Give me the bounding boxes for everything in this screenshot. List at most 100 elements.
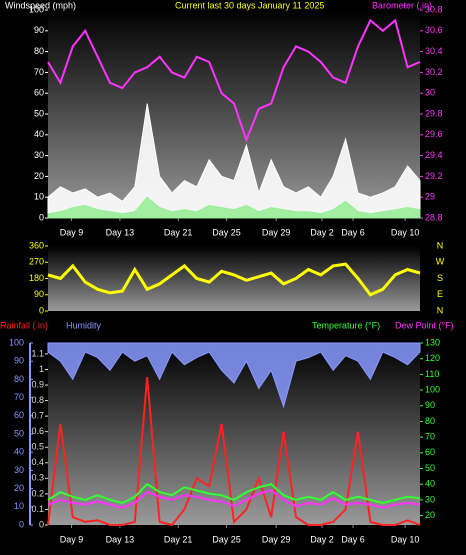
series-name: Rainfall (.in) — [0, 320, 48, 330]
x-tick-label: Day 25 — [212, 534, 241, 544]
y-tick-label: 20 — [14, 483, 24, 493]
y-tick-label: W — [436, 257, 445, 267]
y-tick-label: 40 — [425, 479, 435, 489]
y-tick-label: 80 — [34, 46, 44, 56]
series-name: Windspeed (mph) — [5, 0, 76, 10]
plot-area — [48, 246, 420, 311]
y-tick-label: 40 — [14, 447, 24, 457]
y-tick-label: 30.6 — [425, 25, 443, 35]
x-tick-label: Day 13 — [106, 534, 135, 544]
y-tick-label: 130 — [425, 337, 440, 347]
y-tick-label: 80 — [425, 416, 435, 426]
y-tick-label: 0.7 — [31, 410, 44, 420]
series-name: Temperature (°F) — [312, 320, 380, 330]
y-tick-label: 0.5 — [31, 442, 44, 452]
y-tick-label: 0.3 — [31, 473, 44, 483]
y-tick-label: 30 — [425, 88, 435, 98]
y-tick-label: 110 — [425, 369, 439, 379]
y-tick-label: 100 — [9, 337, 24, 347]
x-tick-label: Day 21 — [164, 534, 193, 544]
y-tick-label: 90 — [34, 25, 44, 35]
y-tick-label: 29.2 — [425, 171, 443, 181]
series-line — [47, 262, 421, 297]
y-tick-label: 90 — [425, 400, 435, 410]
y-tick-label: 0.2 — [31, 488, 44, 498]
y-tick-label: 30 — [425, 494, 435, 504]
y-tick-label: 90 — [34, 289, 44, 299]
y-tick-label: 360 — [29, 240, 44, 250]
y-tick-label: 60 — [425, 447, 435, 457]
y-tick-label: 29.6 — [425, 129, 443, 139]
series-area — [47, 103, 421, 219]
y-tick-label: 90 — [14, 356, 24, 366]
y-tick-label: 10 — [14, 501, 24, 511]
y-tick-label: 1 — [39, 364, 44, 374]
y-tick-label: 0 — [39, 305, 44, 315]
y-tick-label: 70 — [425, 432, 435, 442]
y-tick-label: 180 — [29, 273, 44, 283]
series-name: Dew Point (°F) — [395, 320, 454, 330]
y-tick-label: 100 — [425, 384, 440, 394]
y-tick-label: 60 — [34, 88, 44, 98]
series-name: Barometer (.in) — [372, 0, 432, 10]
y-tick-label: 0 — [39, 519, 44, 529]
x-tick-label: Day 6 — [341, 227, 365, 237]
x-tick-label: Day 25 — [212, 227, 241, 237]
x-tick-label: Day 6 — [341, 534, 365, 544]
y-tick-label: 0.9 — [31, 379, 44, 389]
y-tick-label: 28.8 — [425, 212, 443, 222]
y-tick-label: 30 — [34, 150, 44, 160]
x-tick-label: Day 29 — [262, 534, 291, 544]
series-line — [47, 482, 421, 505]
y-tick-label: 0.6 — [31, 426, 44, 436]
series-area — [47, 342, 421, 409]
y-tick-label: 0.8 — [31, 395, 44, 405]
y-tick-label: 70 — [34, 67, 44, 77]
x-tick-label: Day 29 — [262, 227, 291, 237]
y-tick-label: 80 — [14, 374, 24, 384]
x-tick-label: Day 2 — [310, 534, 334, 544]
y-tick-label: 40 — [34, 129, 44, 139]
y-tick-label: 50 — [425, 463, 435, 473]
y-tick-label: 1.1 — [31, 348, 44, 358]
y-tick-label: 0.1 — [31, 504, 44, 514]
y-tick-label: 30 — [14, 465, 24, 475]
x-tick-label: Day 9 — [60, 227, 84, 237]
y-tick-label: 0 — [39, 212, 44, 222]
series-line — [47, 18, 421, 143]
y-tick-label: S — [437, 273, 443, 283]
x-tick-label: Day 10 — [391, 227, 420, 237]
y-tick-label: 100 — [29, 4, 44, 14]
y-tick-label: 30.8 — [425, 4, 443, 14]
y-tick-label: 50 — [34, 108, 44, 118]
y-tick-label: E — [437, 289, 443, 299]
y-tick-label: 20 — [34, 171, 44, 181]
y-tick-label: 70 — [14, 392, 24, 402]
y-tick-label: 0 — [19, 519, 24, 529]
y-tick-label: 10 — [34, 192, 44, 202]
y-tick-label: 50 — [14, 428, 24, 438]
y-tick-label: 20 — [425, 510, 435, 520]
y-tick-label: 30.2 — [425, 67, 443, 77]
chart-title: Current last 30 days January 11 2025 — [175, 0, 324, 10]
x-tick-label: Day 9 — [60, 534, 84, 544]
y-tick-label: 0.4 — [31, 457, 44, 467]
y-tick-label: 270 — [29, 257, 44, 267]
series-area — [47, 196, 421, 219]
y-tick-label: 30.4 — [425, 46, 443, 56]
x-tick-label: Day 2 — [310, 227, 334, 237]
x-tick-label: Day 21 — [164, 227, 193, 237]
x-tick-label: Day 10 — [391, 534, 420, 544]
x-tick-label: Day 13 — [106, 227, 135, 237]
y-tick-label: 29 — [425, 192, 435, 202]
y-tick-label: N — [437, 240, 444, 250]
y-tick-label: 60 — [14, 410, 24, 420]
series-line — [47, 377, 421, 527]
y-tick-label: 29.8 — [425, 108, 443, 118]
series-line — [47, 489, 421, 509]
y-tick-label: 120 — [425, 353, 440, 363]
series-name: Humidity — [66, 320, 102, 330]
y-tick-label: 29.4 — [425, 150, 443, 160]
y-tick-label: N — [437, 305, 444, 315]
